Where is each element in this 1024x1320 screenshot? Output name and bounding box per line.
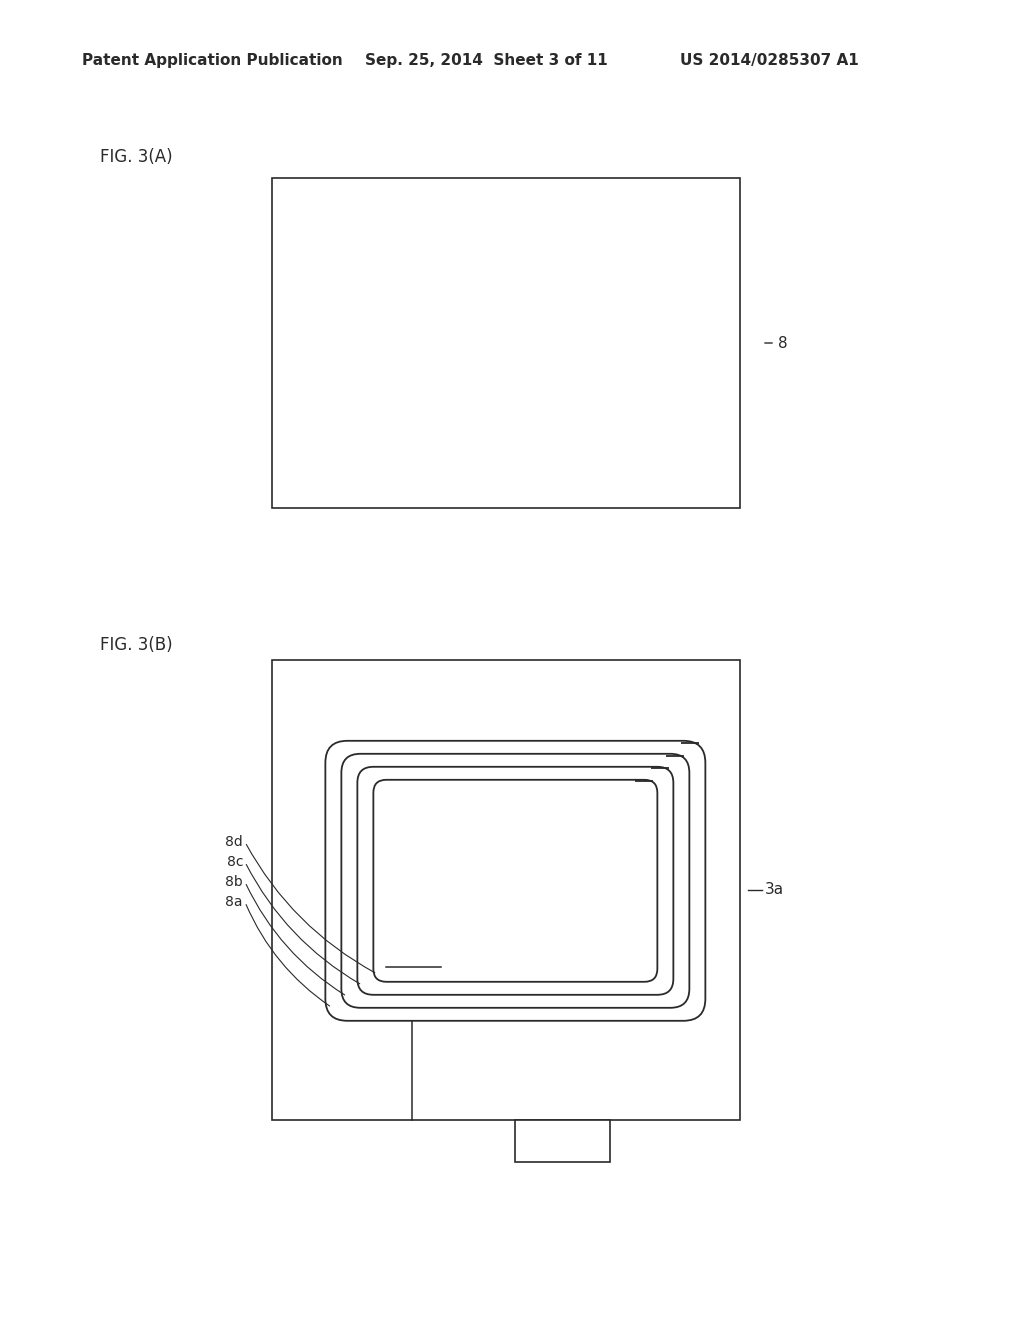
Text: 3a: 3a [765, 883, 784, 898]
Text: FIG. 3(B): FIG. 3(B) [100, 636, 173, 653]
Text: 8c: 8c [226, 855, 243, 869]
Text: Patent Application Publication: Patent Application Publication [82, 53, 343, 67]
Bar [272, 178, 740, 508]
Text: 8d: 8d [225, 836, 243, 849]
Text: 8b: 8b [225, 875, 243, 888]
Text: 8a: 8a [225, 895, 243, 909]
Text: US 2014/0285307 A1: US 2014/0285307 A1 [680, 53, 859, 67]
Text: 8: 8 [778, 335, 787, 351]
Bar [272, 660, 740, 1119]
Text: Sep. 25, 2014  Sheet 3 of 11: Sep. 25, 2014 Sheet 3 of 11 [365, 53, 608, 67]
Text: FIG. 3(A): FIG. 3(A) [100, 148, 173, 166]
Bar [515, 1119, 610, 1162]
